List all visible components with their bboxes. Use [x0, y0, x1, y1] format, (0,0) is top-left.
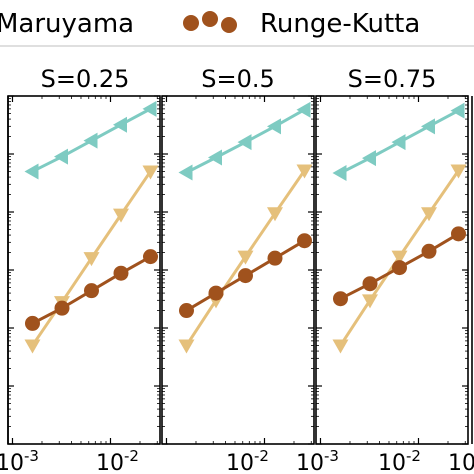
data-point-triangle-down [83, 252, 100, 267]
data-point-triangle-down [112, 208, 129, 223]
data-point-triangle-left [53, 148, 68, 165]
panel-s075 [315, 95, 469, 445]
panel-s05 [161, 95, 315, 445]
data-point-circle [54, 300, 70, 316]
data-point-circle [237, 268, 253, 284]
data-point-circle [332, 291, 348, 307]
data-point-circle [113, 265, 129, 281]
panel-s025 [7, 95, 161, 445]
data-point-triangle-left [207, 149, 222, 166]
x-tick-label-4: 10-3 [296, 447, 339, 474]
data-point-triangle-down [24, 339, 41, 354]
data-point-triangle-left [332, 165, 347, 182]
data-point-circle [362, 276, 378, 292]
data-point-circle [83, 283, 99, 299]
data-point-circle [208, 285, 224, 301]
legend-marker-circle-1 [183, 15, 199, 31]
data-point-triangle-left [361, 150, 376, 167]
legend: Maruyama Runge-Kutta [0, 0, 474, 47]
legend-label-runge-kutta: Runge-Kutta [260, 9, 420, 39]
data-point-triangle-down [361, 294, 378, 309]
data-point-circle [267, 250, 283, 266]
data-point-circle [297, 233, 313, 249]
data-point-triangle-down [142, 165, 159, 180]
legend-label-maruyama: Maruyama [0, 9, 134, 39]
x-tick-label-3: 10-2 [226, 447, 269, 474]
data-point-triangle-left [24, 163, 39, 180]
data-point-triangle-left [450, 102, 465, 119]
data-point-triangle-down [178, 339, 195, 354]
panel-title-1: S=0.25 [41, 65, 130, 93]
data-point-triangle-left [296, 101, 311, 118]
x-tick-label-2: 10-2 [96, 447, 139, 474]
data-point-triangle-left [420, 118, 435, 135]
data-point-circle [421, 243, 437, 259]
x-tick-label-1: 10-3 [0, 447, 39, 474]
data-point-triangle-down [266, 207, 283, 222]
x-tick-label-5: 10-2 [378, 447, 421, 474]
panel-title-2: S=0.5 [201, 65, 275, 93]
data-point-triangle-down [332, 339, 349, 354]
legend-marker-circle-2 [202, 11, 218, 27]
data-point-triangle-down [391, 250, 408, 265]
data-point-circle [391, 260, 407, 276]
data-point-triangle-left [237, 134, 252, 151]
data-point-circle [451, 226, 467, 242]
legend-marker-runge-kutta [183, 11, 237, 33]
data-point-triangle-down [420, 207, 437, 222]
data-point-circle [178, 303, 194, 319]
x-tick-labels: 10-3 10-2 10-2 10-3 10-2 10-3 [0, 447, 474, 474]
data-point-triangle-left [391, 134, 406, 151]
legend-marker-circle-3 [221, 17, 237, 33]
panel-title-3: S=0.75 [348, 65, 437, 93]
data-point-triangle-left [178, 164, 193, 181]
data-point-triangle-down [450, 164, 467, 179]
data-point-triangle-left [112, 116, 127, 133]
data-point-triangle-left [83, 132, 98, 149]
data-point-triangle-down [296, 164, 313, 179]
data-point-triangle-down [237, 250, 254, 265]
x-tick-label-6: 10-3 [448, 447, 474, 474]
data-point-triangle-left [142, 100, 157, 117]
legend-frame [0, 0, 474, 47]
data-point-circle [24, 315, 40, 331]
data-point-triangle-left [266, 118, 281, 135]
data-point-circle [143, 249, 159, 265]
